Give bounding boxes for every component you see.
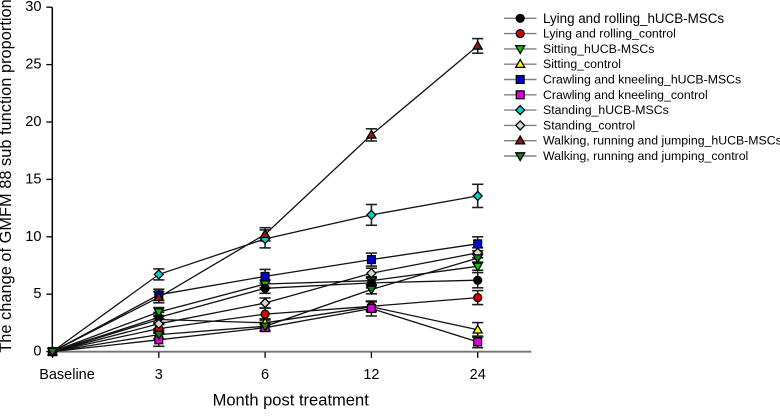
svg-text:24: 24 (470, 367, 486, 383)
svg-text:12: 12 (363, 367, 379, 383)
svg-text:30: 30 (25, 0, 41, 15)
svg-text:Sitting_control: Sitting_control (543, 57, 621, 71)
svg-text:Lying and rolling_hUCB-MSCs: Lying and rolling_hUCB-MSCs (543, 11, 724, 26)
svg-text:The change of GMFM 88 sub func: The change of GMFM 88 sub function propo… (0, 0, 15, 353)
svg-text:Walking, running and jumping_c: Walking, running and jumping_control (543, 149, 748, 163)
svg-text:15: 15 (25, 171, 41, 187)
svg-text:20: 20 (25, 114, 41, 130)
svg-text:0: 0 (33, 344, 41, 360)
svg-text:Lying and rolling_control: Lying and rolling_control (543, 27, 676, 41)
svg-text:Crawling and kneeling_control: Crawling and kneeling_control (543, 88, 708, 102)
svg-text:Walking, running and jumping_h: Walking, running and jumping_hUCB-MSCs (543, 134, 780, 148)
svg-text:Standing_hUCB-MSCs: Standing_hUCB-MSCs (543, 103, 669, 117)
svg-text:Standing_control: Standing_control (543, 118, 635, 132)
svg-text:25: 25 (25, 57, 41, 73)
svg-text:10: 10 (25, 229, 41, 245)
svg-text:5: 5 (33, 286, 41, 302)
svg-text:Month post treatment: Month post treatment (213, 391, 370, 410)
svg-text:Sitting_hUCB-MSCs: Sitting_hUCB-MSCs (543, 42, 654, 56)
svg-text:6: 6 (261, 367, 269, 383)
svg-text:Baseline: Baseline (39, 367, 95, 383)
svg-text:3: 3 (155, 367, 163, 383)
svg-text:Crawling and kneeling_hUCB-MSC: Crawling and kneeling_hUCB-MSCs (543, 73, 741, 87)
